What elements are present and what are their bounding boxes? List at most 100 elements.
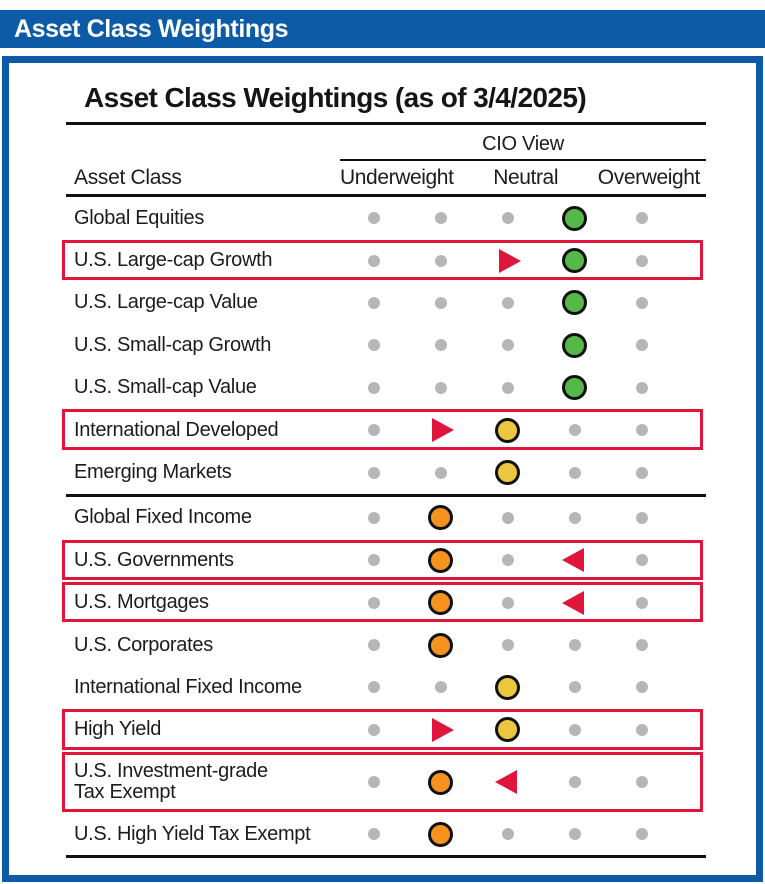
table-row: U.S. Large-cap Growth [62,239,706,281]
scale-dot [568,681,581,694]
table-row: Emerging Markets [66,451,706,493]
scale-dot [501,212,514,225]
scale-dot [635,212,648,225]
dot-cell-arrow [474,770,541,795]
scale-dot [568,639,581,652]
column-header-row: Asset Class Underweight Neutral Overweig… [66,161,706,197]
dot-cell [608,254,675,267]
scale-dot [568,466,581,479]
weighting-marker-green [562,332,587,358]
scale-dot [501,511,514,524]
dot-cell-marker [474,460,541,486]
table-row: U.S. Small-cap Value [66,367,706,409]
weighting-marker-yellow [495,460,520,486]
scale-dot [568,424,581,437]
asset-class-column-header: Asset Class [74,166,182,189]
change-arrow-left-icon [494,770,517,795]
table-row: U.S. Investment-grade Tax Exempt [62,751,706,813]
table-row: International Fixed Income [66,666,706,708]
scale-dot [635,511,648,524]
weightings-panel: Asset Class Weightings (as of 3/4/2025) … [2,56,763,882]
table-row: Global Equities [66,197,706,239]
cio-view-dots [340,205,675,231]
change-arrow-right-icon [431,418,454,443]
table-row: U.S. Mortgages [62,582,706,624]
change-arrow-left-icon [561,590,584,615]
dot-cell [474,381,541,394]
dot-cell [474,828,541,841]
scale-dot [367,681,380,694]
dot-cell [608,723,675,736]
table-row: International Developed [62,409,706,451]
dot-cell [340,596,407,609]
change-arrow-right-icon [498,248,521,273]
table-row: U.S. Large-cap Value [66,282,706,324]
scale-dot [501,381,514,394]
weighting-marker-green [562,375,587,401]
weighting-marker-green [562,290,587,316]
asset-class-label: U.S. Small-cap Growth [74,333,272,356]
scale-dot [568,776,581,789]
scale-dot [367,776,380,789]
dot-cell-arrow [541,548,608,573]
asset-class-label: Global Fixed Income [74,506,252,529]
dot-cell [407,296,474,309]
table-row: U.S. High Yield Tax Exempt [66,813,706,855]
table-row: High Yield [62,709,706,751]
scale-dot [501,639,514,652]
scale-dot [568,723,581,736]
column-label-underweight: Underweight [340,166,454,189]
cio-view-dots [340,505,675,531]
dot-cell [474,511,541,524]
dot-cell [608,339,675,352]
dot-cell-marker [541,205,608,231]
dot-cell [340,681,407,694]
scale-dot [434,466,447,479]
dot-cell [474,339,541,352]
section-header-title: Asset Class Weightings [14,14,289,43]
dot-cell [407,381,474,394]
scale-dot [434,212,447,225]
scale-dot [434,296,447,309]
section-header-bar: Asset Class Weightings [0,10,765,48]
dot-cell-marker [407,547,474,573]
asset-class-label: U.S. Mortgages [74,591,209,614]
scale-dot [635,776,648,789]
scale-dot [635,828,648,841]
scale-dot [434,339,447,352]
cio-view-dots [340,821,675,847]
dot-cell [608,511,675,524]
weighting-marker-orange [428,821,453,847]
dot-cell-marker [407,590,474,616]
asset-class-label: U.S. Small-cap Value [74,376,257,399]
cio-view-dots [340,769,675,795]
dot-cell-marker [541,248,608,274]
dot-cell-marker [407,769,474,795]
dot-cell [407,212,474,225]
dot-cell [541,424,608,437]
dot-cell [608,381,675,394]
scale-dot [635,296,648,309]
dot-cell-marker [541,290,608,316]
scale-dot [635,681,648,694]
dot-cell-marker [407,505,474,531]
cio-view-dots [340,332,675,358]
scale-dot [367,424,380,437]
scale-dot [367,511,380,524]
dot-cell [541,681,608,694]
asset-class-label: Emerging Markets [74,461,232,484]
dot-cell [340,381,407,394]
dot-cell [474,554,541,567]
dot-cell-arrow [474,248,541,273]
dot-cell [541,511,608,524]
table-bottom-rule [66,855,706,859]
scale-dot [367,254,380,267]
scale-dot [501,339,514,352]
table-title: Asset Class Weightings (as of 3/4/2025) [66,81,706,125]
dot-cell [608,424,675,437]
table-row: U.S. Corporates [66,624,706,666]
cio-view-dots [340,632,675,658]
scale-dot [635,339,648,352]
dot-cell [340,466,407,479]
weighting-marker-yellow [495,417,520,443]
